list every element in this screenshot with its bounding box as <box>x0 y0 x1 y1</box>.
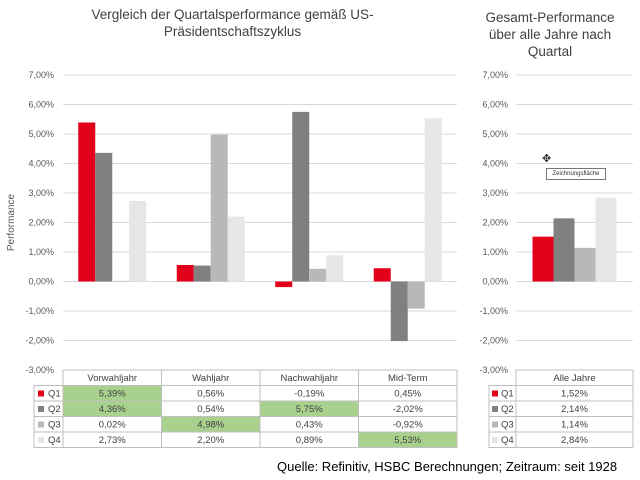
left-bar <box>390 281 408 342</box>
right-y-tick-label: 0,00% <box>482 277 508 287</box>
right-legend-key-q4 <box>492 437 498 443</box>
right-table-header-label: Alle Jahre <box>553 373 595 384</box>
right-table-row-label: Q2 <box>501 404 514 415</box>
right-bar <box>595 197 617 282</box>
right-table-cell-value: 2,14% <box>561 404 588 415</box>
table-header-label: Wahljahr <box>192 373 229 384</box>
table-cell-value: 2,73% <box>99 435 126 446</box>
table-cell <box>358 431 458 448</box>
right-y-tick-label: -2,00% <box>479 336 508 346</box>
table-cell-value: 0,54% <box>197 404 224 415</box>
legend-key-q2 <box>38 406 44 412</box>
table-cell-value: 0,43% <box>296 420 323 431</box>
legend-key-q3 <box>38 421 44 428</box>
right-y-tick-label: 4,00% <box>482 159 508 169</box>
left-bar <box>373 268 391 282</box>
left-y-axis-label: Performance <box>6 193 17 251</box>
table-cell-value: 0,45% <box>394 389 421 400</box>
table-row-label: Q2 <box>48 404 61 415</box>
left-bar <box>210 134 228 282</box>
table-header-label: Nachwahljahr <box>280 373 338 384</box>
table-cell-value: 5,53% <box>394 435 421 446</box>
left-bar <box>275 281 293 288</box>
left-chart-title: Vergleich der Quartalsperformance gemäß … <box>60 6 405 40</box>
right-y-tick-label: -1,00% <box>479 306 508 316</box>
left-bar <box>292 111 310 282</box>
right-table-row-label: Q1 <box>501 389 514 400</box>
left-bar <box>326 255 344 282</box>
right-table-cell <box>515 431 634 448</box>
left-y-tick-label: 5,00% <box>28 129 54 139</box>
left-y-tick-label: -2,00% <box>25 336 54 346</box>
right-table-cell-value: 1,14% <box>561 420 588 431</box>
right-y-tick-label: 2,00% <box>482 218 508 228</box>
tooltip: Zeichnungsfläche <box>546 168 606 180</box>
left-y-tick-label: 7,00% <box>28 70 54 80</box>
left-bar <box>176 264 194 282</box>
left-chart-title-line-1: Vergleich der Quartalsperformance gemäß … <box>91 7 374 22</box>
table-cell-value: -2,02% <box>393 404 424 415</box>
table-cell-value: 0,89% <box>296 435 323 446</box>
right-chart-title-line-1: Gesamt-Performance <box>485 10 615 25</box>
left-y-tick-label: 3,00% <box>28 188 54 198</box>
right-y-tick-label: -3,00% <box>479 365 508 375</box>
left-bar <box>129 200 147 282</box>
right-y-tick-label: 1,00% <box>482 247 508 257</box>
table-header-label: Mid-Term <box>388 373 428 384</box>
right-y-tick-label: 7,00% <box>482 70 508 80</box>
table-cell-value: 4,98% <box>197 420 224 431</box>
left-y-tick-label: -1,00% <box>25 306 54 316</box>
left-bar <box>78 122 96 282</box>
table-cell-value: 0,02% <box>99 420 126 431</box>
table-cell-value: -0,92% <box>393 420 424 431</box>
table-header-label: Vorwahljahr <box>87 373 137 384</box>
right-table-row-label: Q4 <box>501 435 514 446</box>
left-bar <box>95 152 113 282</box>
right-chart-title-line-3: Quartal <box>527 44 573 59</box>
table-row-label: Q3 <box>48 420 61 431</box>
table-row-label: Q4 <box>48 435 61 446</box>
left-y-tick-label: 1,00% <box>28 247 54 257</box>
table-row-label: Q1 <box>48 389 61 400</box>
right-bar <box>553 218 575 282</box>
left-bar <box>193 265 211 282</box>
right-chart-title: Gesamt-Performance über alle Jahre nach … <box>465 9 635 60</box>
move-cursor-icon: ✥ <box>542 153 552 165</box>
right-legend-key-q2 <box>492 406 498 412</box>
right-table-cell-value: 1,52% <box>561 389 588 400</box>
right-bar <box>574 247 596 282</box>
legend-key-q1 <box>38 390 44 397</box>
left-chart-title-line-2: Präsidentschaftszyklus <box>163 24 302 39</box>
left-y-tick-label: -3,00% <box>25 365 54 375</box>
right-legend-key-q3 <box>492 421 498 428</box>
table-cell-value: 5,75% <box>296 404 323 415</box>
legend-key-q4 <box>38 437 44 443</box>
table-cell-value: 4,36% <box>99 404 126 415</box>
table-cell-value: 2,20% <box>197 435 224 446</box>
left-y-tick-label: 0,00% <box>28 277 54 287</box>
right-y-tick-label: 6,00% <box>482 100 508 110</box>
right-table-cell-value: 2,84% <box>561 435 588 446</box>
left-bar <box>112 280 130 282</box>
left-bar <box>407 281 425 309</box>
table-cell-value: -0,19% <box>294 389 325 400</box>
right-y-tick-label: 5,00% <box>482 129 508 139</box>
right-chart-title-line-2: über alle Jahre nach <box>488 27 612 42</box>
table-cell-value: 0,56% <box>197 389 224 400</box>
right-table-row-label: Q3 <box>501 420 514 431</box>
left-y-tick-label: 4,00% <box>28 159 54 169</box>
left-y-tick-label: 2,00% <box>28 218 54 228</box>
table-cell-value: 5,39% <box>99 389 126 400</box>
right-y-tick-label: 3,00% <box>482 188 508 198</box>
left-bar <box>309 268 327 282</box>
right-legend-key-q1 <box>492 390 498 397</box>
left-bar <box>227 216 245 282</box>
left-bar <box>424 118 442 282</box>
left-y-tick-label: 6,00% <box>28 100 54 110</box>
source-note: Quelle: Refinitiv, HSBC Berechnungen; Ze… <box>277 459 618 474</box>
right-bar <box>532 236 554 282</box>
